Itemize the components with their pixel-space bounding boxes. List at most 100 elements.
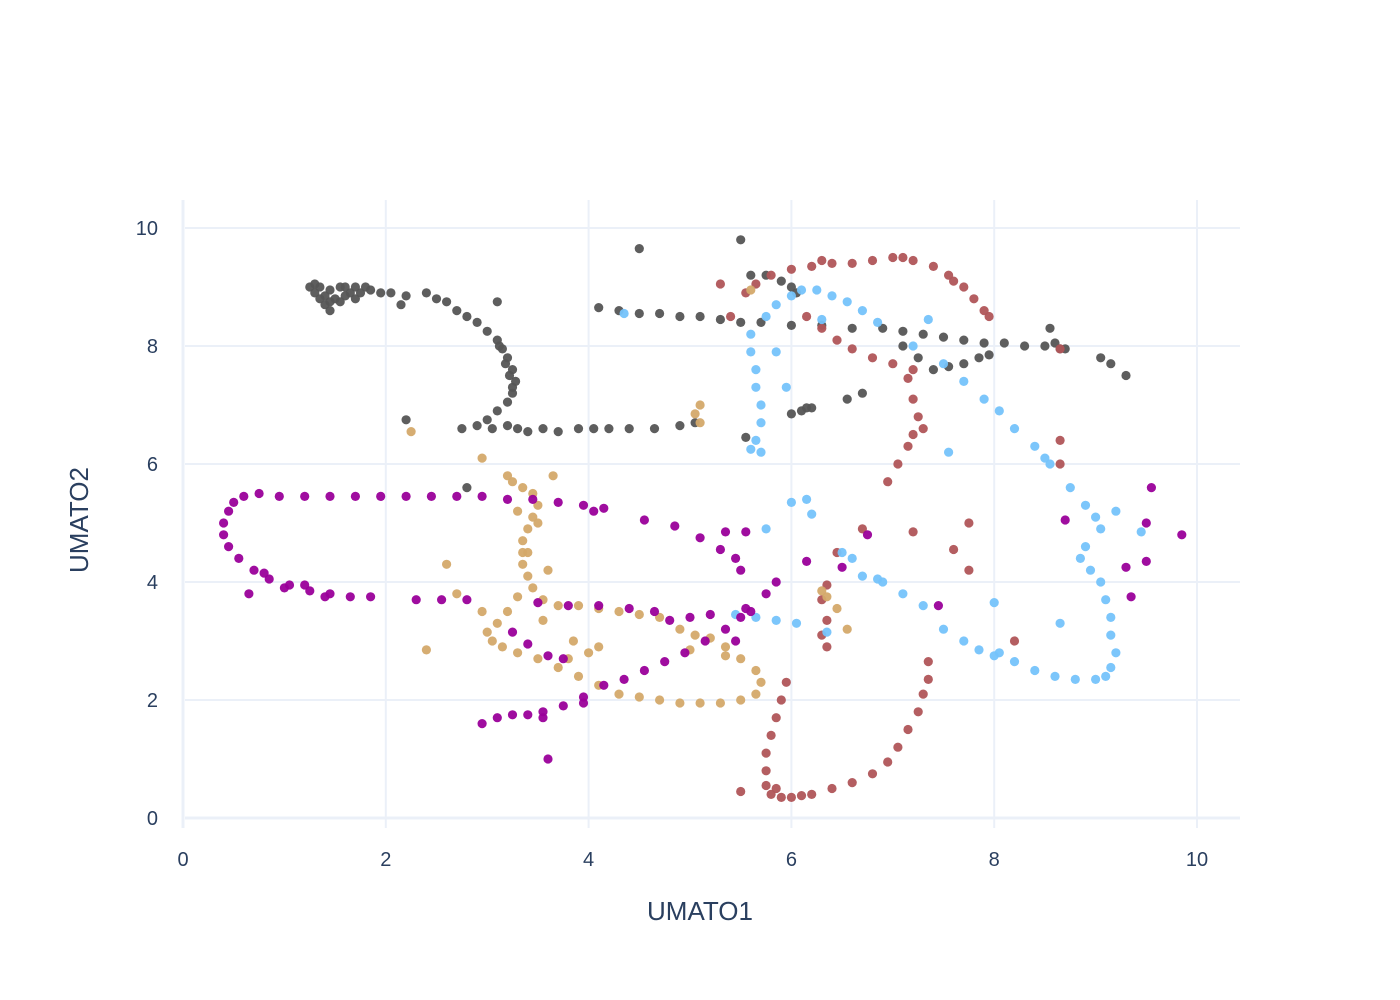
y-axis-title: UMATO2 bbox=[64, 467, 94, 573]
data-point-series-5 bbox=[578, 698, 589, 708]
data-point-series-5 bbox=[229, 497, 239, 507]
data-point-series-1 bbox=[538, 424, 548, 434]
data-point-series-5 bbox=[599, 503, 609, 513]
y-tick-label: 6 bbox=[147, 454, 158, 476]
x-tick-label: 8 bbox=[989, 849, 1000, 871]
data-point-series-3 bbox=[974, 645, 984, 655]
data-point-series-5 bbox=[563, 601, 573, 611]
data-point-series-4 bbox=[736, 695, 746, 705]
data-point-series-3 bbox=[771, 300, 781, 310]
data-point-series-5 bbox=[746, 606, 756, 617]
data-point-series-1 bbox=[553, 427, 563, 437]
data-point-series-5 bbox=[933, 601, 944, 611]
data-point-series-2 bbox=[807, 789, 817, 800]
data-point-series-5 bbox=[426, 491, 436, 501]
data-point-series-1 bbox=[472, 421, 482, 431]
data-point-series-3 bbox=[1080, 500, 1091, 510]
data-point-series-5 bbox=[1141, 518, 1151, 528]
data-point-series-2 bbox=[883, 757, 893, 767]
data-point-series-4 bbox=[538, 615, 548, 626]
data-point-series-2 bbox=[751, 279, 761, 289]
data-point-series-2 bbox=[959, 282, 969, 292]
data-point-series-5 bbox=[523, 639, 533, 649]
data-point-series-2 bbox=[893, 459, 903, 469]
data-point-series-1 bbox=[500, 359, 511, 369]
data-point-series-4 bbox=[634, 692, 644, 702]
data-point-series-1 bbox=[979, 338, 989, 348]
data-point-series-2 bbox=[715, 279, 726, 289]
data-point-series-1 bbox=[847, 323, 857, 333]
data-point-series-2 bbox=[761, 748, 771, 758]
y-tick-label: 4 bbox=[147, 572, 158, 594]
data-point-series-3 bbox=[822, 627, 832, 637]
data-point-series-4 bbox=[568, 636, 579, 646]
data-point-series-5 bbox=[502, 494, 513, 504]
data-point-series-1 bbox=[807, 403, 817, 413]
data-point-series-1 bbox=[594, 303, 604, 313]
data-point-series-3 bbox=[1030, 441, 1040, 451]
data-point-series-4 bbox=[502, 606, 513, 617]
data-point-series-5 bbox=[234, 553, 244, 564]
data-point-series-2 bbox=[726, 311, 736, 322]
data-point-series-3 bbox=[959, 636, 969, 646]
data-point-series-2 bbox=[908, 255, 918, 266]
data-point-series-2 bbox=[949, 276, 959, 286]
data-point-series-5 bbox=[695, 533, 705, 543]
data-point-series-3 bbox=[1045, 459, 1055, 469]
data-point-series-2 bbox=[817, 255, 827, 266]
data-point-series-3 bbox=[746, 329, 756, 339]
data-point-series-3 bbox=[781, 382, 791, 392]
data-point-series-3 bbox=[786, 497, 797, 507]
data-point-series-3 bbox=[994, 648, 1004, 658]
data-point-series-5 bbox=[477, 491, 487, 501]
data-point-series-2 bbox=[964, 565, 974, 575]
data-point-series-1 bbox=[918, 329, 928, 339]
data-point-series-4 bbox=[832, 603, 842, 614]
data-point-series-3 bbox=[1009, 657, 1020, 667]
x-axis-title: UMATO1 bbox=[647, 896, 753, 926]
data-point-series-1 bbox=[1106, 359, 1116, 369]
data-point-series-1 bbox=[325, 297, 335, 307]
data-point-series-3 bbox=[746, 347, 756, 357]
data-point-series-2 bbox=[898, 252, 908, 263]
data-point-series-5 bbox=[219, 518, 229, 528]
data-point-series-5 bbox=[279, 583, 289, 593]
data-points bbox=[219, 235, 1187, 803]
data-point-series-5 bbox=[345, 592, 355, 602]
data-point-series-3 bbox=[837, 547, 847, 558]
data-point-series-3 bbox=[791, 618, 802, 628]
data-point-series-4 bbox=[492, 618, 502, 628]
data-point-series-5 bbox=[670, 521, 680, 531]
data-point-series-1 bbox=[325, 285, 335, 295]
data-point-series-2 bbox=[903, 441, 913, 451]
data-point-series-2 bbox=[903, 373, 913, 383]
data-point-series-4 bbox=[736, 654, 746, 664]
data-point-series-3 bbox=[1106, 630, 1116, 640]
data-point-series-5 bbox=[259, 568, 269, 578]
data-point-series-2 bbox=[908, 527, 918, 537]
data-point-series-5 bbox=[680, 648, 690, 658]
data-point-series-1 bbox=[655, 308, 665, 319]
data-point-series-2 bbox=[761, 766, 771, 776]
x-tick-label: 6 bbox=[786, 849, 797, 871]
data-point-series-3 bbox=[842, 297, 852, 307]
data-point-series-4 bbox=[513, 592, 523, 602]
data-point-series-1 bbox=[335, 297, 345, 307]
data-point-series-5 bbox=[477, 719, 487, 729]
data-point-series-4 bbox=[695, 400, 705, 410]
data-point-series-5 bbox=[401, 491, 411, 501]
data-point-series-5 bbox=[731, 553, 741, 564]
data-point-series-3 bbox=[786, 291, 797, 301]
data-point-series-3 bbox=[771, 615, 781, 626]
data-point-series-5 bbox=[731, 636, 741, 646]
data-point-series-2 bbox=[847, 344, 857, 354]
data-point-series-2 bbox=[949, 544, 959, 555]
data-point-series-3 bbox=[751, 365, 761, 375]
data-point-series-1 bbox=[340, 282, 350, 292]
data-point-series-5 bbox=[411, 595, 421, 605]
data-point-series-2 bbox=[761, 780, 771, 791]
data-point-series-1 bbox=[502, 421, 513, 431]
data-point-series-5 bbox=[1060, 515, 1070, 525]
data-point-series-4 bbox=[502, 471, 513, 481]
